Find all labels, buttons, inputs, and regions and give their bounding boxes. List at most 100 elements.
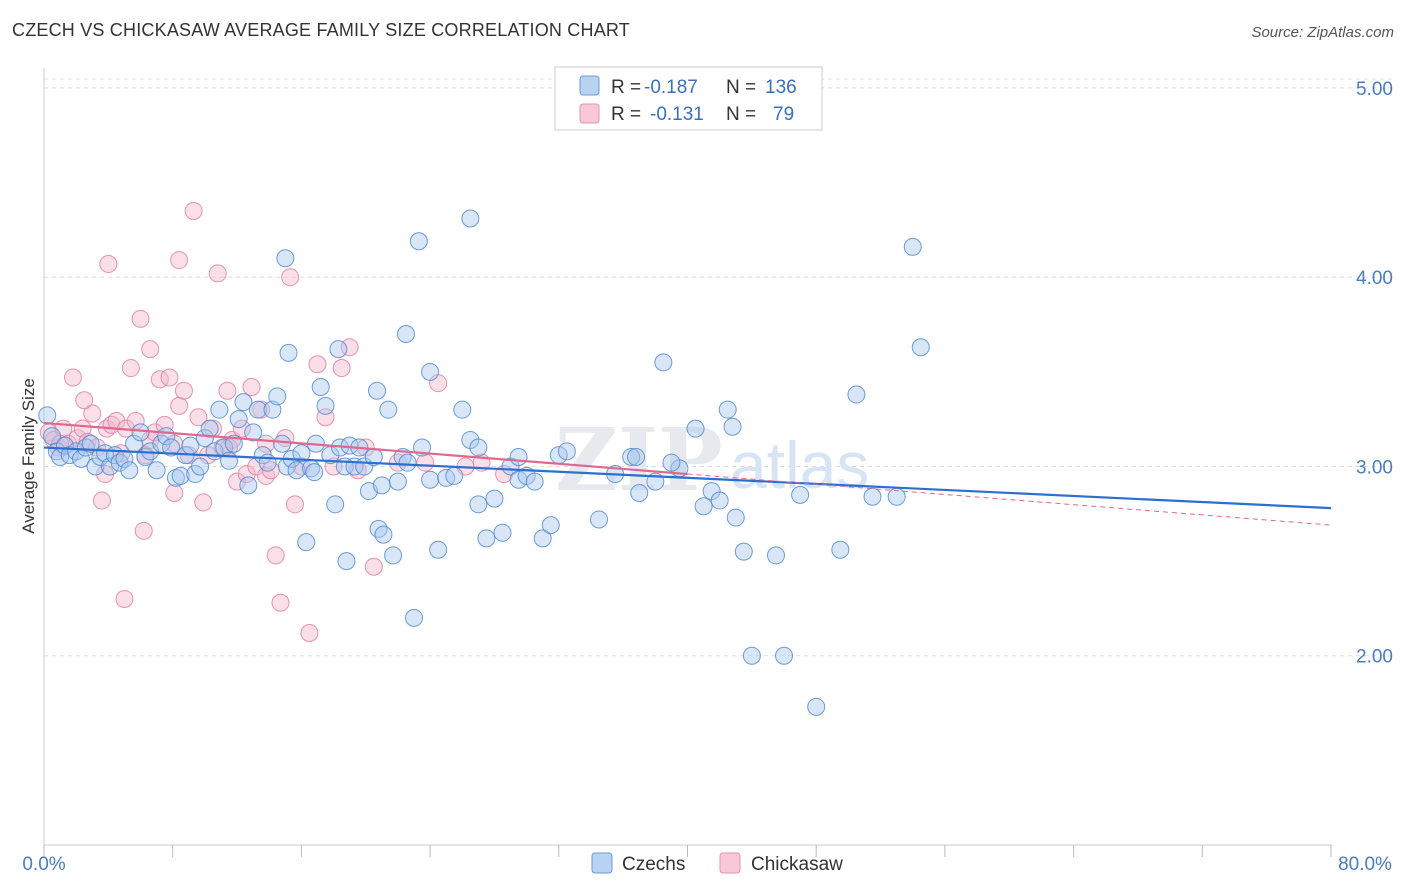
chickasaw-point bbox=[242, 377, 261, 396]
czech-point bbox=[509, 448, 528, 466]
czech-point bbox=[847, 385, 866, 404]
czech-point bbox=[120, 461, 139, 480]
chickasaw-point bbox=[141, 340, 160, 359]
legend-swatch-chickasaw bbox=[579, 103, 600, 124]
czech-point bbox=[311, 377, 330, 396]
czech-point bbox=[316, 396, 335, 415]
czech-point bbox=[100, 457, 119, 476]
chickasaw-point bbox=[99, 254, 118, 273]
czech-point bbox=[453, 400, 472, 419]
chickasaw-point bbox=[228, 472, 247, 491]
czech-point bbox=[398, 453, 417, 472]
czech-point bbox=[469, 495, 488, 514]
chickasaw-point bbox=[281, 268, 300, 287]
legend-r-label-czech: R = bbox=[611, 77, 641, 98]
czech-point bbox=[368, 381, 387, 400]
chickasaw-point bbox=[194, 493, 213, 512]
czech-point bbox=[55, 436, 74, 455]
chickasaw-point bbox=[75, 391, 94, 410]
czech-point bbox=[421, 470, 440, 489]
czech-point bbox=[38, 406, 57, 425]
bottom-legend-label-chickasaw: Chickasaw bbox=[751, 854, 843, 875]
chickasaw-point bbox=[388, 453, 407, 472]
czech-point bbox=[662, 453, 681, 472]
chickasaw-point bbox=[73, 419, 92, 438]
legend-n-label-czech: N = bbox=[726, 77, 756, 98]
chickasaw-point bbox=[208, 264, 227, 283]
czech-point bbox=[775, 646, 794, 665]
czech-point bbox=[229, 410, 248, 429]
y-tick-label: 3.00 bbox=[1356, 457, 1393, 478]
czech-point bbox=[485, 489, 504, 508]
czech-point bbox=[210, 400, 229, 419]
czech-point bbox=[533, 529, 552, 548]
czech-point bbox=[429, 540, 448, 559]
chickasaw-point bbox=[332, 359, 351, 378]
legend-swatch-czech bbox=[579, 75, 600, 96]
chickasaw-point bbox=[266, 546, 285, 565]
czech-point bbox=[372, 476, 391, 495]
czech-point bbox=[831, 540, 850, 559]
chickasaw-point bbox=[189, 408, 208, 427]
chickasaw-point bbox=[218, 381, 237, 400]
czech-point bbox=[171, 466, 190, 485]
czech-point bbox=[292, 444, 311, 463]
czech-point bbox=[379, 400, 398, 419]
czech-point bbox=[147, 461, 166, 480]
czech-point bbox=[541, 516, 560, 535]
chickasaw-point bbox=[184, 201, 203, 220]
czech-point bbox=[718, 400, 737, 419]
chickasaw-point bbox=[165, 483, 184, 502]
czech-trend-line bbox=[43, 446, 1332, 510]
czech-point bbox=[630, 483, 649, 502]
y-axis-ticks: 2.00 3.00 4.00 5.00 bbox=[1356, 79, 1393, 668]
bottom-legend: Czechs Chickasaw bbox=[591, 852, 843, 875]
czech-point bbox=[525, 472, 544, 491]
czech-point bbox=[421, 362, 440, 381]
czech-point bbox=[263, 400, 282, 419]
y-tick-label: 5.00 bbox=[1356, 79, 1393, 100]
chickasaw-point bbox=[237, 465, 256, 484]
czech-point bbox=[742, 646, 761, 665]
czech-point bbox=[384, 546, 403, 565]
czech-point bbox=[297, 533, 316, 552]
y-tick-label: 4.00 bbox=[1356, 268, 1393, 289]
chickasaw-point bbox=[160, 368, 179, 387]
trend-lines bbox=[43, 421, 1332, 526]
czech-point bbox=[654, 353, 673, 372]
czech-point bbox=[234, 393, 253, 412]
czech-point bbox=[374, 525, 393, 544]
czech-point bbox=[710, 491, 729, 510]
czech-point bbox=[807, 697, 826, 716]
chickasaw-point bbox=[285, 495, 304, 514]
czech-point bbox=[131, 423, 150, 442]
chickasaw-point bbox=[115, 589, 134, 608]
czech-point bbox=[305, 463, 324, 482]
czech-point bbox=[911, 338, 930, 357]
bottom-legend-label-czechs: Czechs bbox=[622, 854, 685, 875]
chickasaw-point bbox=[174, 381, 193, 400]
y-axis-title: Average Family Size bbox=[19, 378, 38, 534]
czech-point bbox=[734, 542, 753, 561]
czech-point bbox=[726, 508, 745, 527]
legend-r-value-czech: -0.187 bbox=[644, 77, 698, 98]
chickasaw-point bbox=[308, 355, 327, 374]
czech-point bbox=[627, 448, 646, 466]
chickasaw-point bbox=[364, 557, 383, 576]
czech-point bbox=[396, 324, 415, 343]
chickasaw-point bbox=[121, 359, 140, 378]
chickasaw-point bbox=[63, 368, 82, 387]
czech-point bbox=[244, 423, 263, 442]
x-tick-label-max: 80.0% bbox=[1338, 854, 1392, 875]
czech-point bbox=[388, 472, 407, 491]
chickasaw-point bbox=[92, 491, 111, 510]
czech-point bbox=[694, 497, 713, 516]
chickasaw-point bbox=[83, 404, 102, 423]
czech-point bbox=[248, 400, 267, 419]
czech-point bbox=[195, 429, 214, 448]
y-tick-label: 2.00 bbox=[1356, 647, 1393, 668]
czech-point bbox=[766, 546, 785, 565]
chickasaw-points bbox=[39, 201, 514, 643]
czech-point bbox=[268, 387, 287, 406]
watermark-atlas: atlas bbox=[730, 428, 869, 502]
